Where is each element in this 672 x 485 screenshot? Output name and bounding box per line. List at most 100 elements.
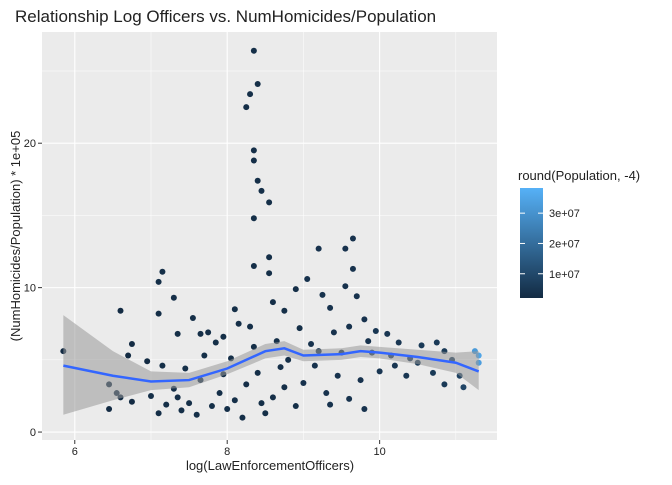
point — [128, 398, 135, 405]
y-tick-label: 20 — [24, 138, 36, 150]
point — [323, 390, 330, 397]
point — [269, 394, 276, 401]
x-tick-label: 6 — [72, 446, 78, 458]
point — [258, 187, 265, 194]
point — [128, 340, 135, 347]
point — [106, 405, 113, 412]
point — [277, 364, 284, 371]
point — [178, 407, 185, 414]
point — [117, 307, 124, 314]
point — [292, 403, 299, 410]
point — [266, 254, 273, 261]
point — [281, 384, 288, 391]
point — [174, 330, 181, 337]
point — [231, 397, 238, 404]
point — [391, 362, 398, 369]
point — [250, 215, 257, 222]
chart-title: Relationship Log Officers vs. NumHomicid… — [15, 7, 436, 26]
point — [429, 369, 436, 376]
point — [197, 330, 204, 337]
point — [254, 369, 261, 376]
point — [327, 401, 334, 408]
point — [170, 294, 177, 301]
point — [163, 401, 170, 408]
point — [269, 299, 276, 306]
point — [205, 329, 212, 336]
point — [216, 390, 223, 397]
point — [159, 362, 166, 369]
point — [372, 327, 379, 334]
legend-title: round(Population, -4) — [518, 168, 640, 183]
point — [346, 395, 353, 402]
point — [125, 352, 132, 359]
point — [281, 307, 288, 314]
point — [384, 330, 391, 337]
point — [193, 411, 200, 418]
point — [304, 275, 311, 282]
y-tick-label: 10 — [24, 283, 36, 295]
point — [319, 291, 326, 298]
colorbar-label: 2e+07 — [549, 238, 580, 250]
point — [254, 80, 261, 87]
point — [231, 306, 238, 313]
point — [243, 381, 250, 388]
point — [155, 278, 162, 285]
point — [441, 381, 448, 388]
point — [349, 235, 356, 242]
point — [254, 177, 261, 184]
point — [212, 339, 219, 346]
point — [353, 293, 360, 300]
smooth-line — [63, 347, 480, 383]
point — [243, 104, 250, 111]
point — [395, 339, 402, 346]
point — [365, 338, 372, 345]
colorbar-label: 3e+07 — [549, 208, 580, 220]
point — [174, 394, 181, 401]
point — [258, 400, 265, 407]
colorbar — [520, 188, 543, 298]
point — [159, 268, 166, 275]
point — [342, 283, 349, 290]
point — [403, 372, 410, 379]
point — [250, 157, 257, 164]
point — [201, 352, 208, 359]
point — [418, 342, 425, 349]
point — [189, 314, 196, 321]
point — [349, 265, 356, 272]
point — [155, 310, 162, 317]
point — [147, 392, 154, 399]
point — [144, 358, 151, 365]
point — [308, 340, 315, 347]
point — [460, 384, 467, 391]
point — [247, 91, 254, 98]
point — [315, 245, 322, 252]
point — [361, 316, 368, 323]
point — [250, 343, 257, 350]
point — [300, 379, 307, 386]
x-tick-label: 8 — [224, 446, 230, 458]
point — [250, 262, 257, 269]
point — [346, 323, 353, 330]
point — [357, 377, 364, 384]
point — [182, 365, 189, 372]
point — [262, 410, 269, 417]
point — [266, 270, 273, 277]
y-axis-label: (NumHomicides/Population) * 1e+05 — [8, 131, 23, 342]
point — [235, 320, 242, 327]
point — [250, 47, 257, 54]
point — [155, 410, 162, 417]
point — [220, 333, 227, 340]
x-axis-label: log(LawEnforcementOfficers) — [186, 458, 354, 473]
point — [327, 304, 334, 311]
point — [224, 405, 231, 412]
point — [361, 405, 368, 412]
point — [376, 368, 383, 375]
y-tick-label: 0 — [30, 427, 36, 439]
point — [342, 245, 349, 252]
point — [433, 339, 440, 346]
point — [250, 147, 257, 154]
point — [186, 400, 193, 407]
point — [266, 199, 273, 206]
point — [239, 414, 246, 421]
